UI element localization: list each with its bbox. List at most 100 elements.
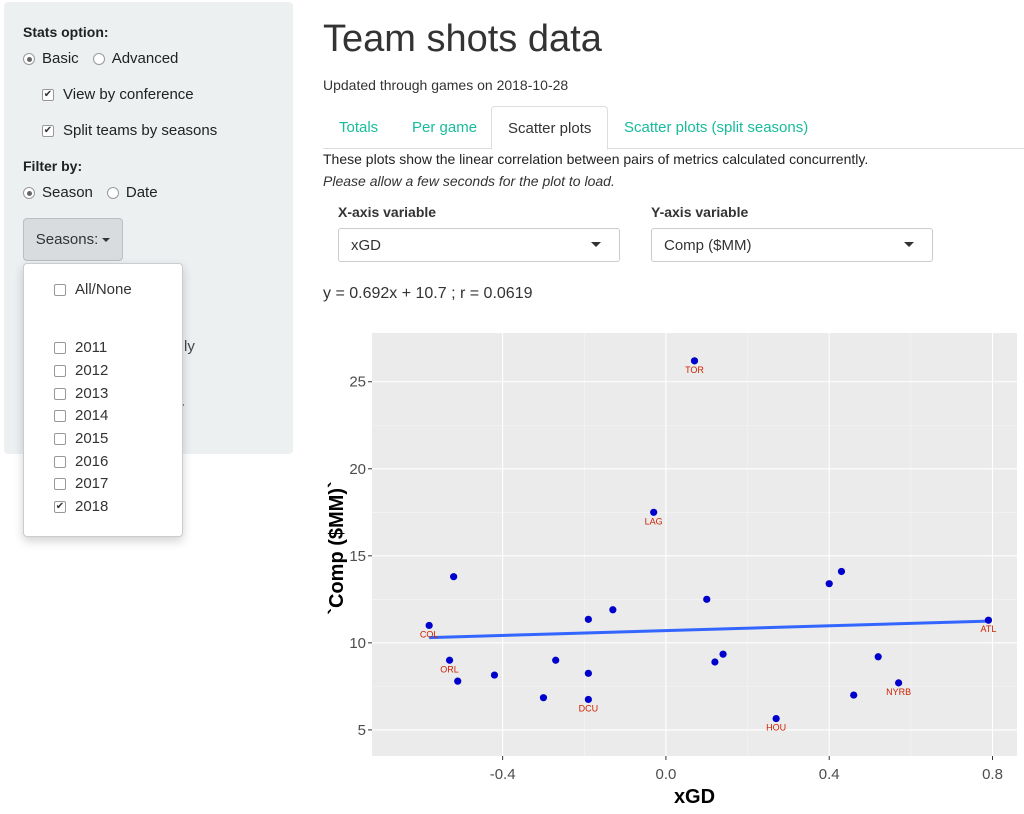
season-option-all-none[interactable]: All/None	[54, 281, 132, 298]
regression-equation: y = 0.692x + 10.7 ; r = 0.0619	[323, 285, 533, 302]
data-point[interactable]	[825, 580, 833, 588]
seasons-button-label: Seasons:	[35, 231, 99, 248]
trend-line	[429, 619, 989, 640]
season-option[interactable]: 2013	[54, 385, 108, 402]
season-option[interactable]: 2014	[54, 407, 108, 424]
season-option[interactable]: ✔ 2018	[54, 498, 108, 515]
point-label: NYRB	[886, 687, 911, 697]
season-label[interactable]: 2016	[75, 453, 109, 470]
x-tick-label: 0.8	[982, 766, 1003, 783]
y-axis-title: `Comp ($MM)`	[326, 481, 348, 614]
data-point[interactable]	[584, 669, 592, 677]
season-option[interactable]: 2017	[54, 475, 108, 492]
season-option[interactable]: 2011	[54, 339, 107, 356]
season-checkbox[interactable]	[54, 477, 66, 490]
radio-date[interactable]	[106, 186, 119, 199]
season-label[interactable]: 2014	[75, 407, 109, 424]
stats-option-label: Stats option:	[23, 24, 109, 40]
season-checkbox[interactable]	[54, 455, 66, 468]
data-point[interactable]	[719, 650, 727, 658]
tab-totals[interactable]: Totals	[339, 119, 379, 136]
stats-option-group: Basic Advanced	[23, 50, 178, 67]
season-checkbox[interactable]	[54, 364, 66, 377]
caret-down-icon	[591, 242, 601, 247]
x-axis-variable-select[interactable]: xGD	[338, 228, 620, 262]
view-by-conference-checkbox-row[interactable]: ✔ View by conference	[42, 86, 194, 103]
data-point[interactable]	[895, 679, 903, 687]
all-none-checkbox[interactable]	[54, 283, 66, 296]
data-point[interactable]	[584, 615, 592, 623]
radio-date-label[interactable]: Date	[125, 184, 158, 201]
tab-scatter-plots[interactable]: Scatter plots	[491, 106, 609, 150]
x-axis-title: xGD	[674, 786, 715, 808]
season-checkbox-checked[interactable]: ✔	[54, 500, 66, 513]
plot-panel	[372, 333, 1017, 756]
data-point[interactable]	[584, 695, 592, 704]
scatter-plot: -0.4 0.0 0.4 0.8 5 10 15 20 25 TOR LAG COL ATL ORL DC…	[326, 333, 1017, 808]
season-label[interactable]: 2017	[75, 475, 109, 492]
data-point[interactable]	[874, 653, 882, 661]
tab-scatter-plots-split[interactable]: Scatter plots (split seasons)	[624, 119, 809, 136]
data-point[interactable]	[454, 677, 462, 685]
radio-basic-label[interactable]: Basic	[42, 50, 79, 67]
y-axis-variable-select[interactable]: Comp ($MM)	[651, 228, 933, 262]
point-label: LAG	[645, 516, 663, 526]
seasons-dropdown-button[interactable]: Seasons:	[23, 218, 123, 261]
data-point[interactable]	[490, 671, 499, 679]
data-point[interactable]	[837, 567, 846, 576]
updated-text: Updated through games on 2018-10-28	[323, 77, 569, 93]
data-point[interactable]	[609, 606, 617, 614]
season-label[interactable]: 2015	[75, 430, 109, 447]
radio-advanced[interactable]	[92, 52, 105, 65]
split-teams-label[interactable]: Split teams by seasons	[63, 122, 218, 139]
season-label[interactable]: 2011	[75, 339, 108, 356]
data-point[interactable]	[539, 694, 548, 702]
season-label[interactable]: 2018	[75, 498, 109, 515]
seasons-dropdown-menu: All/None 2011 2012 2013 2014 2015 2016 2…	[23, 263, 183, 537]
loading-note: Please allow a few seconds for the plot …	[323, 173, 615, 189]
data-points: TOR LAG COL ATL ORL DCU HOU NYRB	[420, 357, 996, 733]
x-tick-label: 0.4	[819, 766, 840, 783]
view-by-conference-checkbox[interactable]: ✔	[42, 88, 54, 101]
season-checkbox[interactable]	[54, 341, 66, 354]
data-point[interactable]	[850, 691, 858, 699]
data-point[interactable]	[703, 595, 711, 603]
data-point[interactable]	[425, 621, 433, 630]
radio-advanced-label[interactable]: Advanced	[111, 50, 179, 67]
data-point[interactable]	[772, 714, 780, 723]
point-label: COL	[420, 629, 439, 639]
point-label: HOU	[766, 723, 786, 733]
season-checkbox[interactable]	[54, 432, 66, 445]
season-option[interactable]: 2012	[54, 362, 108, 379]
point-label: TOR	[685, 365, 704, 375]
all-none-label[interactable]: All/None	[75, 281, 132, 298]
data-point[interactable]	[650, 508, 658, 516]
x-tick-label: -0.4	[490, 766, 516, 783]
filter-by-label: Filter by:	[23, 158, 83, 174]
split-teams-checkbox[interactable]: ✔	[42, 124, 54, 137]
season-option[interactable]: 2016	[54, 453, 108, 470]
data-point[interactable]	[984, 616, 993, 624]
filter-by-group: Season Date	[23, 184, 158, 201]
data-point[interactable]	[711, 658, 719, 666]
season-checkbox[interactable]	[54, 387, 66, 400]
radio-season-label[interactable]: Season	[42, 184, 93, 201]
y-tick-label: 25	[349, 374, 366, 391]
data-point[interactable]	[450, 573, 458, 581]
season-label[interactable]: 2013	[75, 385, 109, 402]
radio-season[interactable]	[23, 186, 35, 199]
split-teams-checkbox-row[interactable]: ✔ Split teams by seasons	[42, 122, 217, 139]
tab-per-game[interactable]: Per game	[412, 119, 478, 136]
point-label: ORL	[440, 664, 459, 674]
data-point[interactable]	[690, 357, 699, 365]
season-option[interactable]: 2015	[54, 430, 108, 447]
grid-lines	[372, 333, 1017, 756]
view-by-conference-label[interactable]: View by conference	[63, 86, 194, 103]
season-label[interactable]: 2012	[75, 362, 109, 379]
data-point[interactable]	[552, 656, 560, 664]
axis-ticks: -0.4 0.0 0.4 0.8 5 10 15 20 25	[349, 374, 1003, 783]
x-tick-label: 0.0	[655, 766, 676, 783]
radio-basic[interactable]	[23, 52, 35, 65]
data-point[interactable]	[445, 656, 454, 664]
season-checkbox[interactable]	[54, 409, 66, 422]
